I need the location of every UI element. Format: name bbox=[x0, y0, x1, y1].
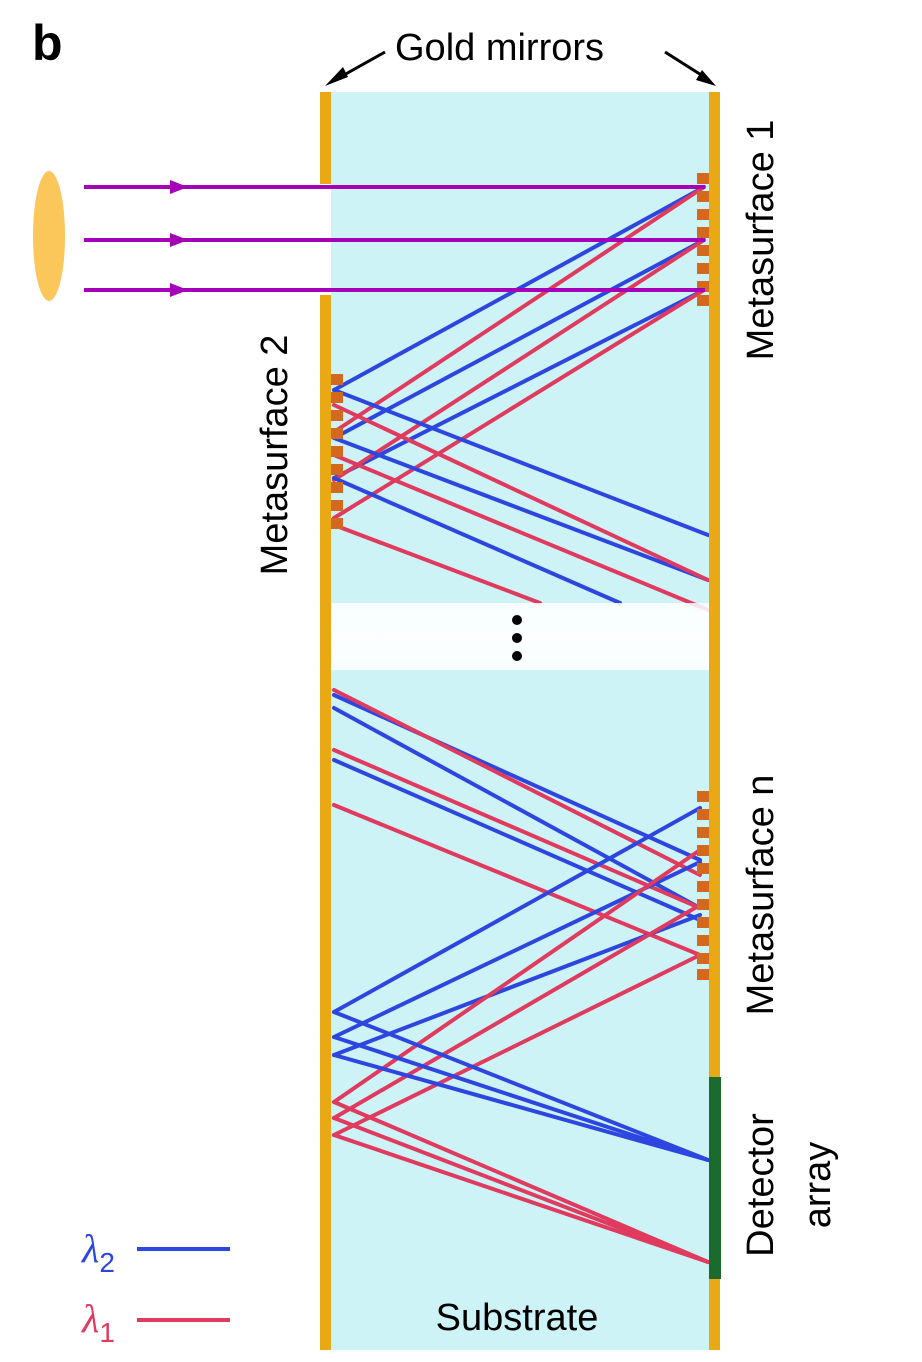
legend-lambda2-subscript: 2 bbox=[99, 1247, 115, 1278]
right-mirror bbox=[709, 92, 720, 1350]
gold-mirrors-label: Gold mirrors bbox=[395, 27, 604, 69]
metasurface-1-label: Metasurface 1 bbox=[740, 120, 782, 361]
metasurface-2-label: Metasurface 2 bbox=[254, 335, 296, 576]
metasurface-2-elements bbox=[331, 374, 343, 529]
rays-upper bbox=[332, 185, 710, 612]
legend-lambda1-subscript: 1 bbox=[99, 1317, 115, 1348]
left-mirror bbox=[320, 295, 331, 1350]
ellipsis-dots bbox=[512, 615, 522, 661]
substrate-label: Substrate bbox=[436, 1297, 599, 1339]
legend-lambda1-symbol: λ bbox=[81, 1296, 99, 1341]
detector-label: Detector bbox=[740, 1113, 782, 1257]
legend-lambda2-symbol: λ bbox=[81, 1226, 99, 1271]
legend-lambda2: λ2 bbox=[81, 1226, 115, 1278]
detector-array bbox=[709, 1077, 721, 1279]
array-label: array bbox=[797, 1142, 839, 1229]
gold-mirrors-arrows bbox=[325, 50, 716, 86]
legend-lambda1: λ1 bbox=[81, 1296, 115, 1348]
left-mirror-top bbox=[320, 92, 331, 184]
metasurface-n-elements bbox=[697, 791, 709, 980]
incident-rays bbox=[84, 180, 705, 297]
rays-lower bbox=[332, 688, 710, 1264]
panel-label: b bbox=[32, 15, 63, 71]
metasurface-n-label: Metasurface n bbox=[740, 775, 782, 1016]
lens bbox=[33, 171, 65, 301]
metasurface-1-elements bbox=[697, 173, 709, 306]
legend: λ2 λ1 bbox=[81, 1226, 230, 1348]
